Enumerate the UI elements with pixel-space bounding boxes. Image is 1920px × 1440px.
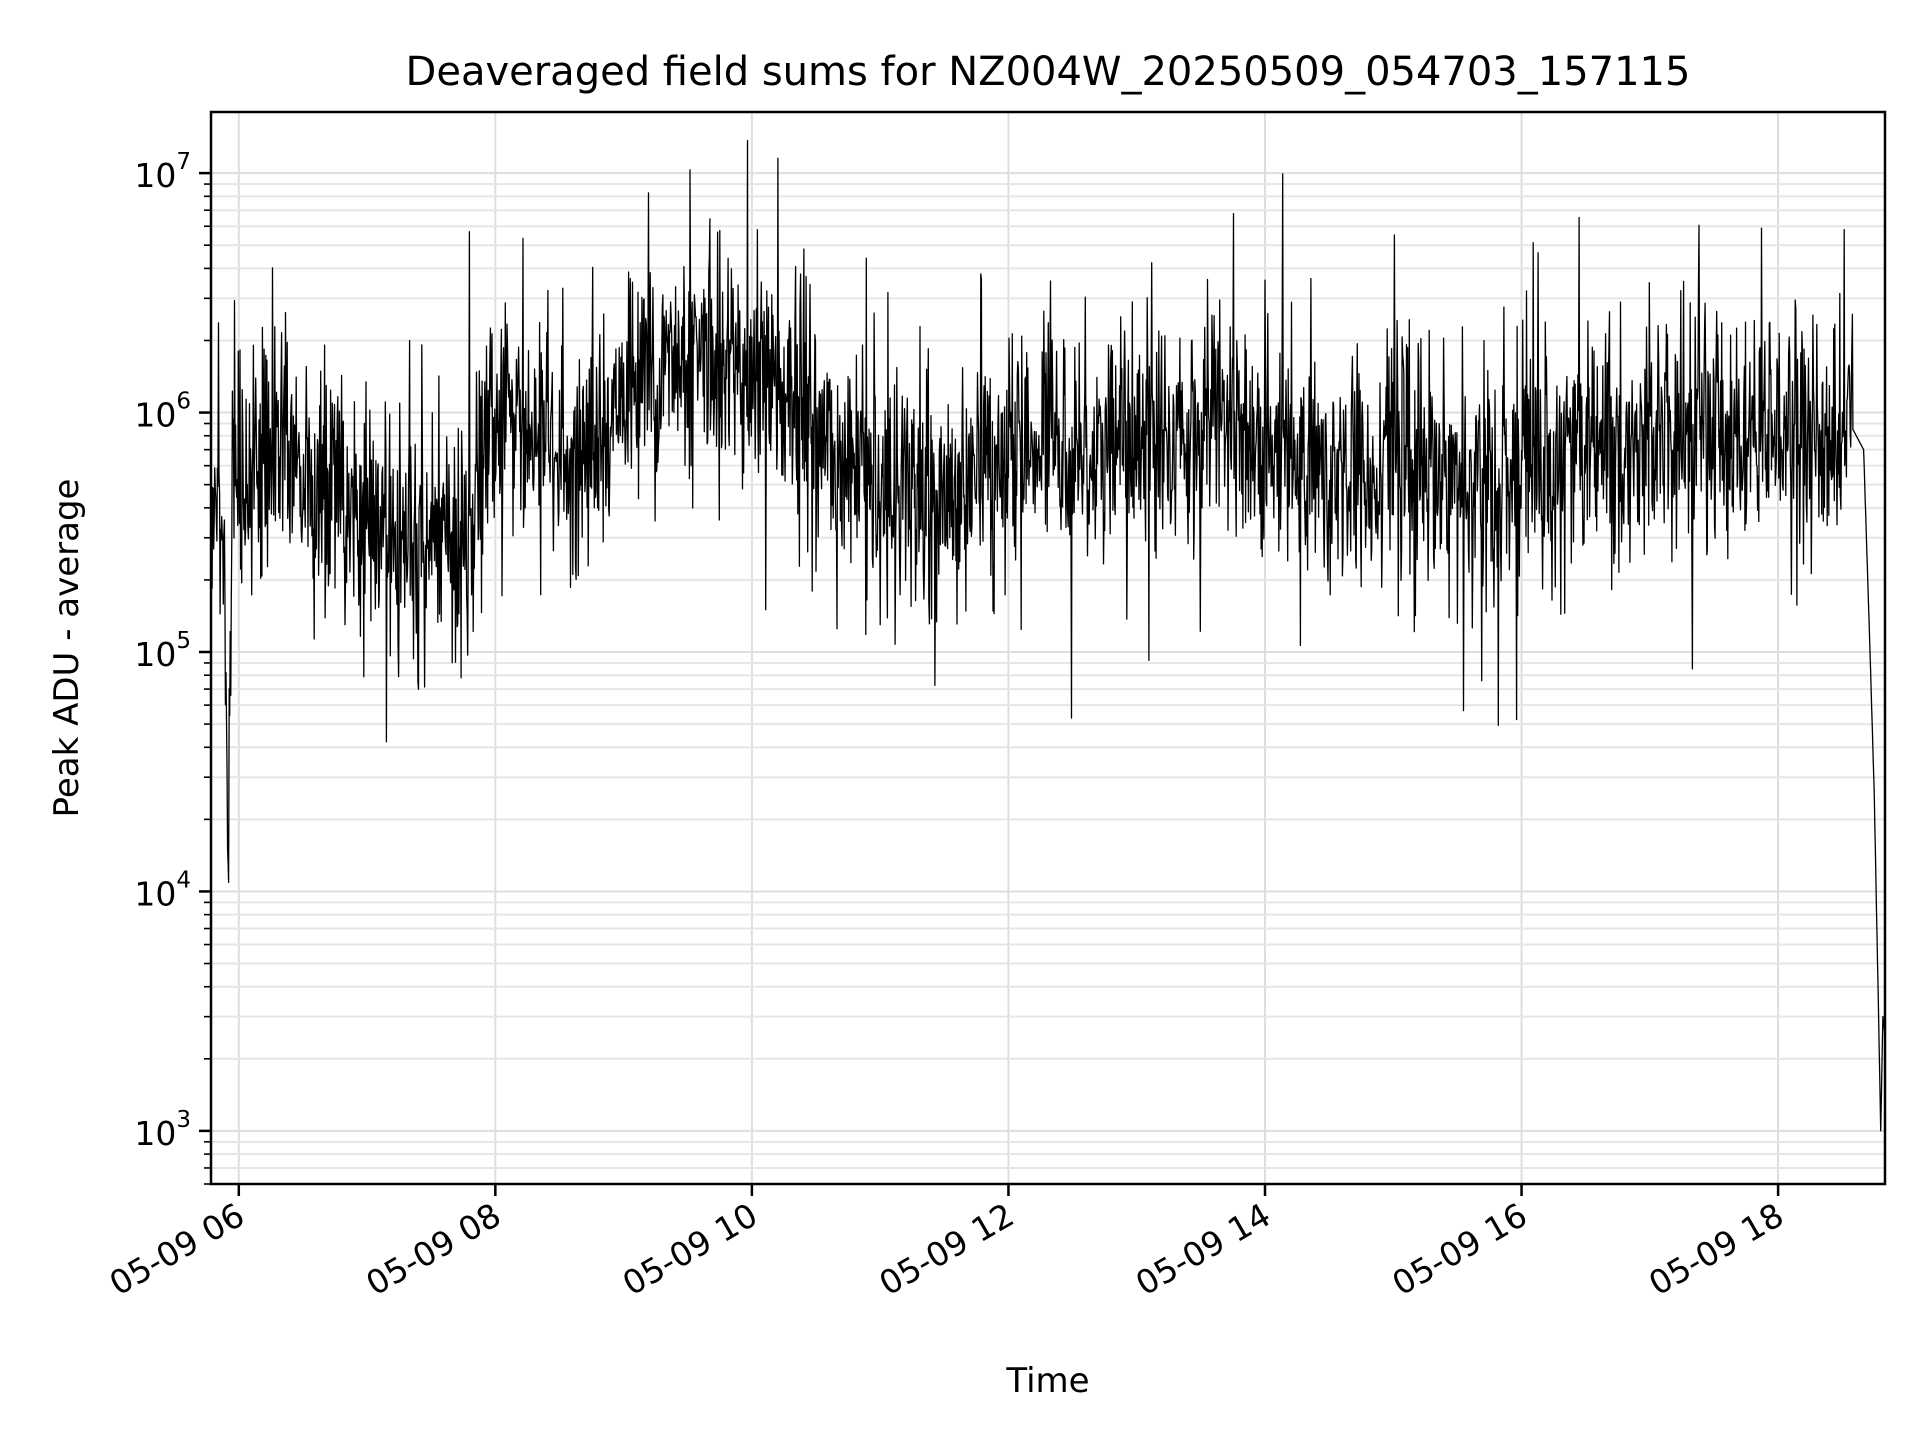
plot-area [211, 139, 1885, 1132]
x-axis: 05-09 06 05-09 08 05-09 10 05-09 12 05-09 14… [103, 1184, 1790, 1303]
y-tick-exponent: 5 [176, 628, 191, 654]
x-tick-label: 05-09 12 [872, 1195, 1020, 1303]
plot-frame [209, 110, 1887, 1186]
y-axis-label: Peak ADU - average [47, 479, 87, 818]
x-tick-label: 05-09 08 [359, 1195, 507, 1303]
x-tick-label: 05-09 06 [103, 1195, 251, 1303]
y-tick-label: 103 [134, 1107, 191, 1153]
y-tick-base: 10 [134, 874, 176, 913]
y-tick-label: 107 [134, 149, 191, 195]
x-tick-label: 05-09 14 [1129, 1195, 1277, 1303]
y-tick-base: 10 [134, 156, 176, 195]
x-axis-label: Time [1005, 1361, 1089, 1401]
y-tick-label: 104 [134, 867, 191, 913]
x-tick-label: 05-09 18 [1642, 1195, 1790, 1303]
chart-title: Deaveraged field sums for NZ004W_2025050… [406, 49, 1691, 95]
x-tick-label: 05-09 16 [1386, 1195, 1534, 1303]
x-tick-label: 05-09 10 [616, 1195, 764, 1303]
y-tick-label: 105 [134, 628, 191, 674]
series-line [211, 139, 1885, 1132]
y-tick-base: 10 [134, 1114, 176, 1153]
y-tick-exponent: 4 [176, 867, 191, 893]
y-tick-label: 106 [134, 389, 191, 435]
y-tick-exponent: 7 [176, 149, 191, 175]
y-tick-base: 10 [134, 635, 176, 674]
y-tick-exponent: 6 [176, 389, 191, 415]
grid [211, 112, 1885, 1185]
y-tick-base: 10 [134, 396, 176, 435]
y-tick-exponent: 3 [176, 1107, 191, 1133]
